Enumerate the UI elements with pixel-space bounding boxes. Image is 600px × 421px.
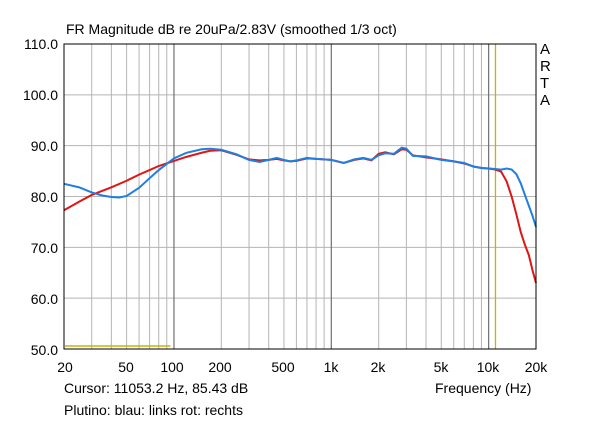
x-tick-label: 100 xyxy=(160,359,184,375)
x-tick-label: 5k xyxy=(433,359,449,375)
x-axis-label: Frequency (Hz) xyxy=(435,380,532,396)
y-tick-label: 100.0 xyxy=(22,87,58,103)
brand-letter: A xyxy=(540,92,551,109)
brand-letter: R xyxy=(540,58,551,75)
x-tick-label: 20 xyxy=(57,359,73,375)
y-tick-label: 110.0 xyxy=(24,36,58,52)
grid xyxy=(64,44,536,349)
x-tick-label: 2k xyxy=(370,359,386,375)
y-tick-label: 60.0 xyxy=(30,291,58,307)
cursor-readout: Cursor: 11053.2 Hz, 85.43 dB xyxy=(64,380,249,396)
y-tick-label: 80.0 xyxy=(30,189,58,205)
x-tick-label: 20k xyxy=(524,359,548,375)
x-tick-label: 500 xyxy=(271,359,295,375)
x-tick-label: 50 xyxy=(118,359,134,375)
y-tick-label: 70.0 xyxy=(30,240,58,256)
y-tick-label: 90.0 xyxy=(30,138,58,154)
series-right-channel-line xyxy=(63,148,537,284)
series-left-channel-line xyxy=(63,146,537,228)
chart-title: FR Magnitude dB re 20uPa/2.83V (smoothed… xyxy=(66,21,397,37)
brand-letter: A xyxy=(540,41,551,58)
x-tick-label: 200 xyxy=(208,359,232,375)
x-tick-label: 10k xyxy=(476,359,500,375)
brand-letter: T xyxy=(540,75,550,92)
y-tick-label: 50.0 xyxy=(30,342,58,358)
legend-text: Plutino: blau: links rot: rechts xyxy=(64,402,243,418)
plot-frame xyxy=(63,43,537,350)
x-tick-label: 1k xyxy=(323,359,339,375)
